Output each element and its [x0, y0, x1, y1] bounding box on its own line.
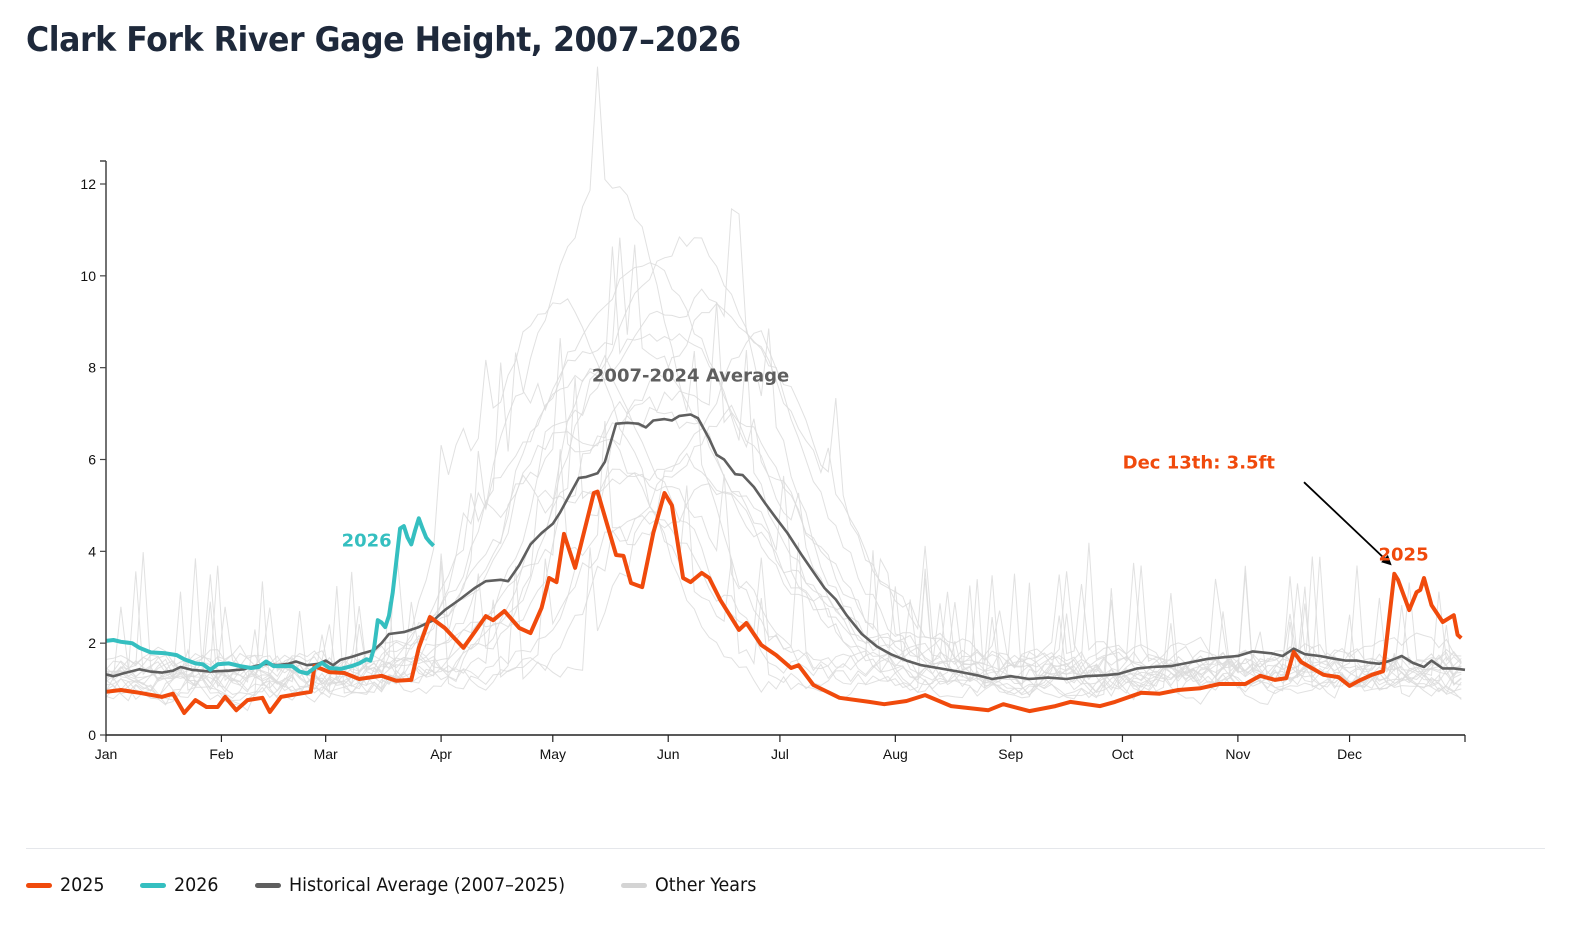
annotation-2026: 2026	[342, 531, 392, 552]
x-tick-label: May	[540, 746, 566, 762]
y-tick-label: 0	[88, 727, 96, 743]
annotation-2025: Dec 13th: 3.5ft	[1123, 453, 1276, 474]
annotation-2025: 2025	[1379, 545, 1429, 566]
x-tick-label: Dec	[1337, 746, 1362, 762]
other-year-line	[105, 302, 1462, 698]
gage-height-chart: 0 2 4 6 8 10 12 Jan Feb Mar Apr May Jun Jul Aug Sep Oct N…	[80, 66, 1466, 762]
legend-swatch-average	[254, 882, 281, 888]
other-year-line	[105, 207, 1462, 691]
legend-label: 2025	[60, 874, 105, 896]
line-2025-group	[105, 489, 1463, 715]
x-tick-label: Mar	[314, 746, 338, 762]
annotation-historical-average: 2007-2024 Average	[592, 365, 789, 386]
other-year-line	[105, 367, 1462, 706]
legend-label: 2026	[174, 874, 219, 896]
y-tick-label: 2	[88, 635, 96, 651]
y-tick-label: 12	[80, 176, 96, 192]
legend-item-2025[interactable]: 2025	[26, 874, 108, 896]
legend-swatch-other-years	[620, 882, 647, 888]
x-tick-label: Feb	[209, 746, 233, 762]
other-year-line	[105, 298, 1462, 707]
other-year-line	[105, 420, 1462, 698]
line-2025	[105, 489, 1463, 715]
legend-item-historical-average[interactable]: Historical Average (2007–2025)	[254, 874, 589, 896]
x-tick-label: Apr	[430, 746, 452, 762]
x-tick-label: Nov	[1225, 746, 1250, 762]
legend-item-2026[interactable]: 2026	[140, 874, 222, 896]
x-tick-label: Jul	[771, 746, 789, 762]
annotation-arrow	[1303, 481, 1392, 566]
x-tick-label: Jan	[95, 746, 118, 762]
other-year-line	[105, 468, 1462, 699]
x-tick-label: Aug	[883, 746, 908, 762]
x-tick-label: Jun	[657, 746, 680, 762]
other-year-line	[105, 483, 1462, 699]
legend-item-other-years[interactable]: Other Years	[620, 874, 765, 896]
axes: 0 2 4 6 8 10 12 Jan Feb Mar Apr May Jun Jul Aug Sep Oct N…	[80, 160, 1466, 762]
other-year-line	[105, 302, 1462, 688]
line-2026	[105, 516, 436, 676]
y-tick-label: 4	[88, 543, 96, 559]
y-tick-label: 10	[80, 268, 96, 284]
legend-divider	[26, 848, 1545, 849]
legend: 2025 2026 Historical Average (2007–2025)…	[26, 874, 797, 896]
x-tick-label: Sep	[998, 746, 1023, 762]
legend-swatch-2025	[26, 882, 52, 888]
annotations: 2026 2007-2024 Average Dec 13th: 3.5ft 2025	[342, 365, 1429, 565]
legend-label: Other Years	[654, 874, 757, 896]
legend-label: Historical Average (2007–2025)	[288, 874, 565, 896]
other-year-line	[105, 377, 1462, 685]
line-2026-group	[105, 516, 436, 676]
y-tick-label: 6	[88, 452, 96, 468]
legend-swatch-2026	[140, 882, 167, 888]
other-years-lines	[105, 66, 1462, 712]
y-tick-label: 8	[88, 360, 96, 376]
x-tick-label: Oct	[1112, 746, 1134, 762]
page-title: Clark Fork River Gage Height, 2007–2026	[26, 20, 741, 60]
other-year-line	[105, 404, 1462, 699]
